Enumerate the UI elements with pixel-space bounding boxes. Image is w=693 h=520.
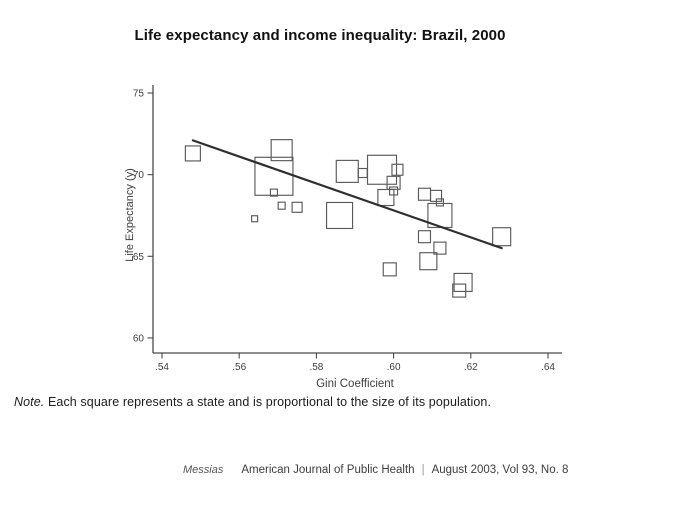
footer-journal-name: American Journal of Public Health bbox=[241, 464, 415, 476]
data-point-square bbox=[433, 241, 447, 255]
scatter-plot: .54 .56 .58 .60 .62 .64 60 65 70 75 Life Expectanc… bbox=[124, 85, 562, 390]
note-label: Note. bbox=[14, 395, 45, 409]
data-point-square bbox=[269, 188, 279, 197]
data-point-square bbox=[251, 215, 259, 223]
footer-issue: August 2003, Vol 93, No. 8 bbox=[431, 464, 569, 476]
y-tick-label: 60 bbox=[133, 333, 145, 344]
y-tick-label: 65 bbox=[133, 252, 145, 263]
data-point-square bbox=[184, 145, 201, 162]
trend-line bbox=[191, 139, 503, 250]
y-tick-label: 75 bbox=[133, 89, 145, 100]
data-point-square bbox=[366, 154, 398, 185]
note-body: Each square represents a state and is pr… bbox=[44, 395, 492, 409]
data-point-square bbox=[382, 262, 397, 277]
x-tick-label: .54 bbox=[155, 362, 169, 373]
x-tick-label: .64 bbox=[541, 362, 555, 373]
data-point-square bbox=[377, 188, 395, 207]
x-tick-label: .56 bbox=[232, 362, 246, 373]
data-point-square bbox=[492, 227, 512, 247]
data-point-square bbox=[417, 230, 432, 244]
y-tick-label: 70 bbox=[133, 170, 145, 181]
note-text: Note. Each square represents a state and… bbox=[14, 395, 491, 409]
x-tick-label: .60 bbox=[387, 362, 401, 373]
data-point-square bbox=[325, 201, 354, 230]
footer-citation: Messias American Journal of Public Healt… bbox=[183, 464, 568, 476]
footer-author: Messias bbox=[183, 464, 224, 476]
footer-separator: | bbox=[421, 464, 425, 476]
data-point-square bbox=[417, 187, 432, 201]
data-point-square bbox=[452, 283, 467, 298]
x-tick-label: .62 bbox=[464, 362, 478, 373]
x-axis-title: Gini Coefficient bbox=[316, 378, 395, 390]
data-point-square bbox=[453, 272, 473, 293]
data-point-square bbox=[291, 201, 303, 213]
data-point-square bbox=[277, 201, 286, 210]
chart-title: Life expectancy and income inequality: B… bbox=[134, 27, 506, 44]
x-tick-label: .58 bbox=[309, 362, 323, 373]
data-point-square bbox=[435, 198, 444, 207]
data-point-square bbox=[335, 159, 359, 183]
data-point-square bbox=[391, 163, 404, 176]
data-point-square bbox=[419, 252, 438, 271]
data-point-square bbox=[357, 167, 368, 179]
data-point-square bbox=[270, 139, 293, 162]
y-axis-title: Life Expectancy (y) bbox=[124, 168, 136, 262]
